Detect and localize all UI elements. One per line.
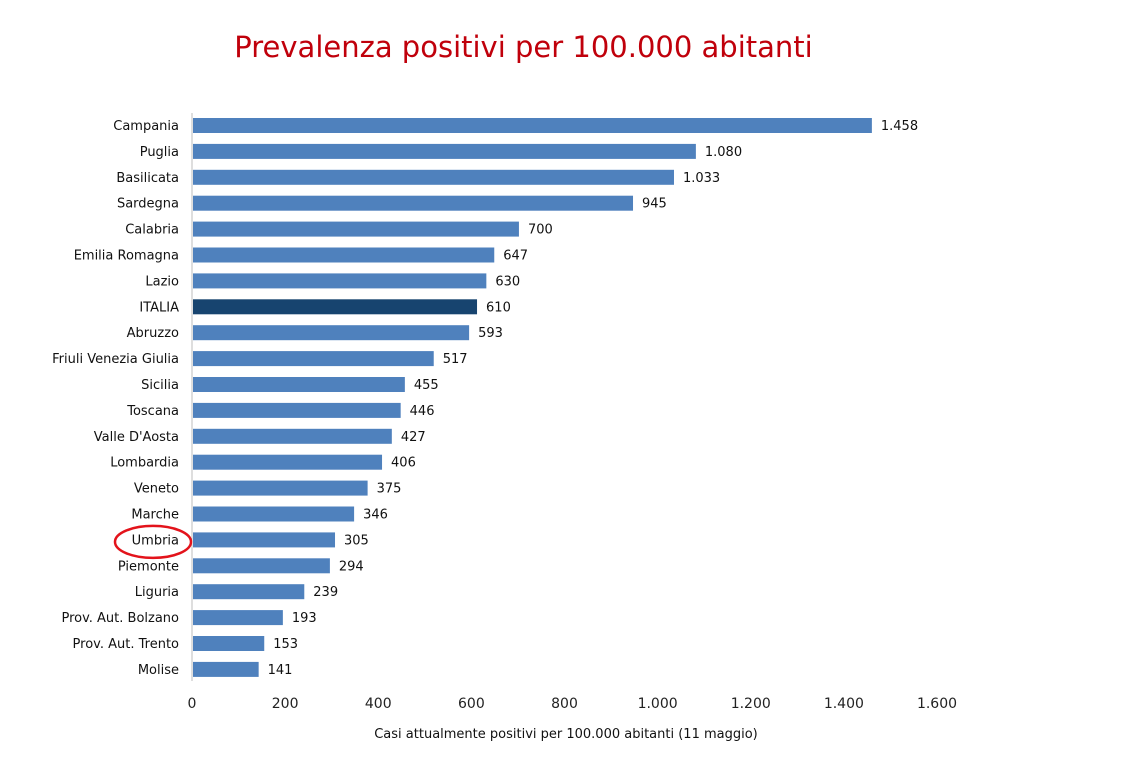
category-label-liguria: Liguria bbox=[135, 585, 179, 600]
category-label-prov-aut-bolzano: Prov. Aut. Bolzano bbox=[61, 611, 179, 626]
value-label-lazio: 630 bbox=[495, 274, 520, 289]
bar-prov-aut-bolzano bbox=[193, 610, 283, 626]
category-label-puglia: Puglia bbox=[140, 145, 179, 160]
category-label-veneto: Veneto bbox=[134, 482, 179, 497]
bar-lombardia bbox=[193, 454, 383, 470]
category-label-campania: Campania bbox=[113, 119, 179, 134]
category-label-sicilia: Sicilia bbox=[141, 378, 179, 393]
bar-marche bbox=[193, 506, 355, 522]
bar-prov-aut-trento bbox=[193, 636, 265, 651]
bar-veneto bbox=[193, 480, 368, 496]
bar-valle-d-aosta bbox=[193, 428, 392, 444]
bar-sardegna bbox=[193, 195, 634, 211]
value-label-veneto: 375 bbox=[377, 482, 402, 497]
value-label-campania: 1.458 bbox=[881, 119, 918, 134]
value-label-italia: 610 bbox=[486, 300, 511, 315]
value-label-sicilia: 455 bbox=[414, 378, 439, 393]
value-label-piemonte: 294 bbox=[339, 559, 364, 574]
x-tick-label-1600: 1.600 bbox=[917, 696, 957, 712]
bar-basilicata bbox=[193, 169, 674, 185]
category-label-umbria: Umbria bbox=[132, 533, 179, 548]
value-label-basilicata: 1.033 bbox=[683, 171, 720, 186]
x-tick-label-800: 800 bbox=[551, 696, 578, 712]
category-label-toscana: Toscana bbox=[126, 404, 179, 419]
x-axis-title: Casi attualmente positivi per 100.000 ab… bbox=[374, 727, 758, 742]
category-label-emilia-romagna: Emilia Romagna bbox=[74, 249, 179, 264]
category-label-sardegna: Sardegna bbox=[117, 197, 179, 212]
bar-friuli-venezia-giulia bbox=[193, 351, 434, 367]
bar-umbria bbox=[193, 532, 336, 548]
chart-title: Prevalenza positivi per 100.000 abitanti bbox=[234, 30, 813, 64]
value-label-calabria: 700 bbox=[528, 223, 553, 238]
x-tick-label-200: 200 bbox=[272, 696, 299, 712]
labels-layer: Campania 1.458 Puglia 1.080 Basilicata 1.033 S… bbox=[52, 119, 918, 678]
value-label-marche: 346 bbox=[363, 508, 388, 523]
category-label-friuli-venezia-giulia: Friuli Venezia Giulia bbox=[52, 352, 179, 367]
bar-puglia bbox=[193, 143, 696, 159]
x-tick-label-0: 0 bbox=[188, 696, 197, 712]
bar-emilia-romagna bbox=[193, 247, 495, 263]
value-label-friuli-venezia-giulia: 517 bbox=[443, 352, 468, 367]
category-label-calabria: Calabria bbox=[125, 223, 179, 238]
value-label-prov-aut-trento: 153 bbox=[273, 637, 298, 652]
category-label-lombardia: Lombardia bbox=[110, 456, 179, 471]
category-label-prov-aut-trento: Prov. Aut. Trento bbox=[73, 637, 179, 652]
value-label-umbria: 305 bbox=[344, 533, 369, 548]
value-label-liguria: 239 bbox=[313, 585, 338, 600]
value-label-sardegna: 945 bbox=[642, 197, 667, 212]
x-tick-label-600: 600 bbox=[458, 696, 485, 712]
bar-sicilia bbox=[193, 377, 405, 392]
category-label-basilicata: Basilicata bbox=[116, 171, 179, 186]
bar-italia bbox=[193, 299, 478, 315]
value-label-toscana: 446 bbox=[410, 404, 435, 419]
category-label-valle-d-aosta: Valle D'Aosta bbox=[94, 430, 179, 445]
x-tick-label-400: 400 bbox=[365, 696, 392, 712]
bars-layer bbox=[193, 118, 872, 677]
bar-piemonte bbox=[193, 558, 330, 574]
category-label-piemonte: Piemonte bbox=[118, 559, 179, 574]
category-label-marche: Marche bbox=[131, 508, 179, 523]
value-label-puglia: 1.080 bbox=[705, 145, 742, 160]
x-tick-label-1400: 1.400 bbox=[824, 696, 864, 712]
x-tick-label-1200: 1.200 bbox=[731, 696, 771, 712]
bar-liguria bbox=[193, 584, 305, 600]
bar-abruzzo bbox=[193, 325, 470, 341]
x-axis-ticks: 0 200 400 600 800 1.000 1.200 1.400 1.600 bbox=[188, 696, 958, 712]
bar-lazio bbox=[193, 273, 487, 289]
value-label-emilia-romagna: 647 bbox=[503, 249, 528, 264]
highlight-circle bbox=[113, 524, 193, 560]
value-label-abruzzo: 593 bbox=[478, 326, 503, 341]
value-label-lombardia: 406 bbox=[391, 456, 416, 471]
value-label-molise: 141 bbox=[268, 663, 293, 678]
bar-molise bbox=[193, 661, 259, 677]
category-label-molise: Molise bbox=[138, 663, 179, 678]
bar-campania bbox=[193, 118, 872, 133]
value-label-valle-d-aosta: 427 bbox=[401, 430, 426, 445]
bar-calabria bbox=[193, 221, 519, 237]
category-label-abruzzo: Abruzzo bbox=[127, 326, 179, 341]
value-label-prov-aut-bolzano: 193 bbox=[292, 611, 317, 626]
category-label-italia: ITALIA bbox=[139, 300, 179, 315]
x-tick-label-1000: 1.000 bbox=[638, 696, 678, 712]
bar-toscana bbox=[193, 402, 401, 418]
category-label-lazio: Lazio bbox=[145, 274, 179, 289]
